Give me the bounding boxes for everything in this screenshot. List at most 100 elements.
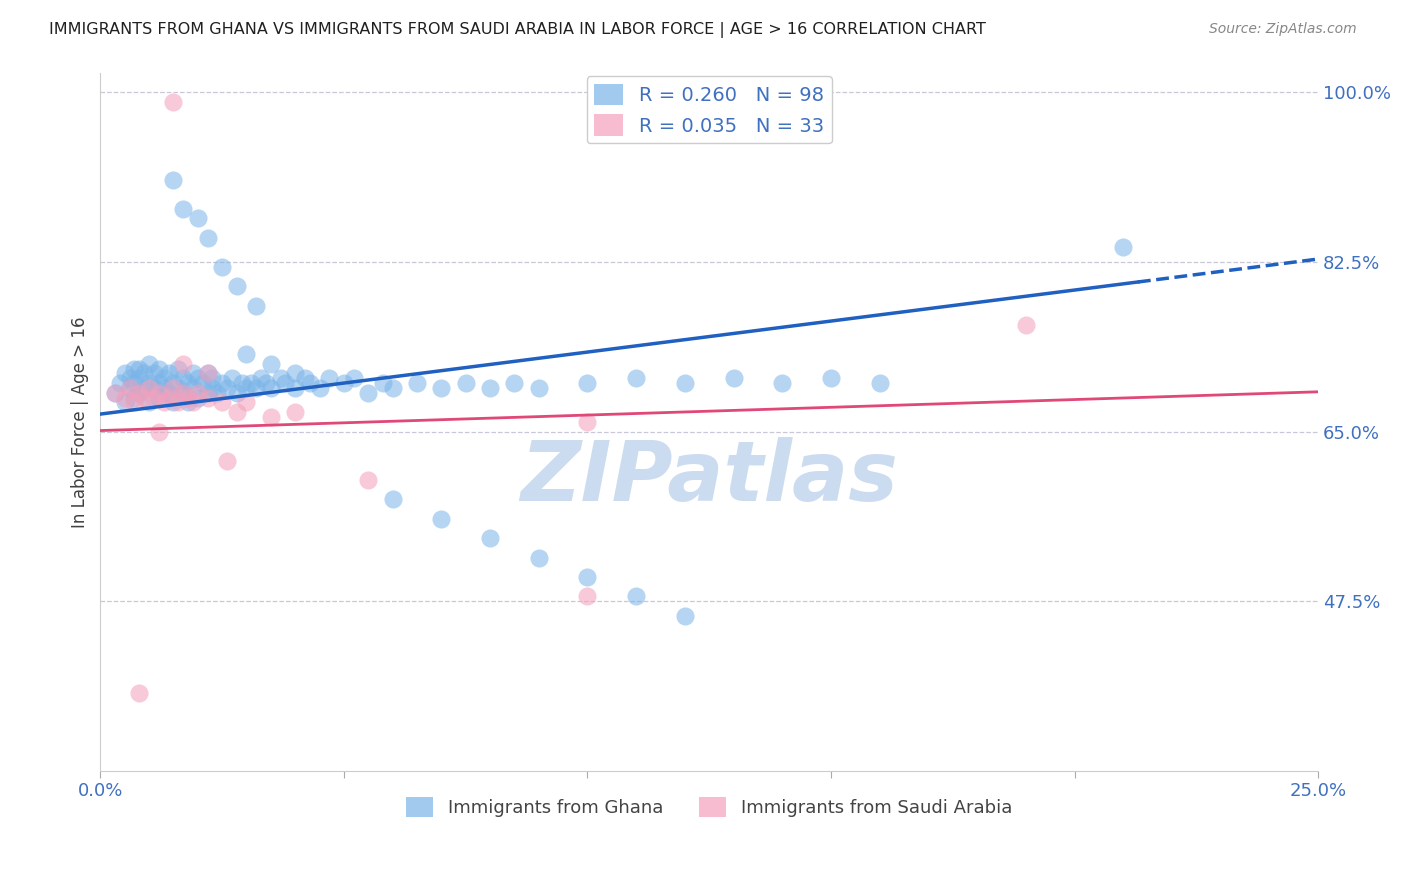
- Point: [225, 385, 247, 400]
- Point: [124, 395, 146, 409]
- Point: [162, 376, 184, 390]
- Point: [343, 371, 366, 385]
- Point: [118, 381, 141, 395]
- Point: [1015, 318, 1038, 332]
- Point: [527, 550, 550, 565]
- Point: [118, 381, 141, 395]
- Point: [134, 381, 156, 395]
- Point: [371, 376, 394, 390]
- Point: [124, 391, 146, 405]
- Point: [197, 385, 219, 400]
- Point: [187, 371, 209, 385]
- Point: [142, 381, 165, 395]
- Point: [430, 512, 453, 526]
- Point: [284, 367, 307, 381]
- Point: [172, 385, 194, 400]
- Point: [454, 376, 477, 390]
- Point: [245, 381, 267, 395]
- Point: [157, 391, 180, 405]
- Point: [221, 371, 243, 385]
- Legend: Immigrants from Ghana, Immigrants from Saudi Arabia: Immigrants from Ghana, Immigrants from S…: [399, 790, 1019, 824]
- Point: [250, 371, 273, 385]
- Point: [187, 211, 209, 226]
- Point: [260, 357, 283, 371]
- Point: [260, 409, 283, 424]
- Y-axis label: In Labor Force | Age > 16: In Labor Force | Age > 16: [72, 316, 89, 527]
- Point: [197, 367, 219, 381]
- Point: [162, 395, 184, 409]
- Point: [177, 376, 200, 390]
- Point: [381, 492, 404, 507]
- Point: [187, 391, 209, 405]
- Point: [308, 381, 330, 395]
- Point: [576, 570, 599, 584]
- Point: [298, 376, 321, 390]
- Point: [284, 405, 307, 419]
- Point: [124, 376, 146, 390]
- Point: [138, 381, 160, 395]
- Point: [118, 371, 141, 385]
- Point: [134, 391, 156, 405]
- Point: [172, 371, 194, 385]
- Point: [138, 395, 160, 409]
- Point: [128, 385, 150, 400]
- Point: [254, 376, 277, 390]
- Point: [172, 357, 194, 371]
- Point: [114, 395, 136, 409]
- Point: [167, 381, 190, 395]
- Point: [128, 371, 150, 385]
- Point: [134, 367, 156, 381]
- Point: [128, 686, 150, 700]
- Point: [357, 473, 380, 487]
- Point: [187, 385, 209, 400]
- Point: [157, 367, 180, 381]
- Point: [235, 395, 257, 409]
- Point: [148, 391, 170, 405]
- Point: [294, 371, 316, 385]
- Point: [576, 376, 599, 390]
- Point: [333, 376, 356, 390]
- Point: [104, 385, 127, 400]
- Point: [576, 589, 599, 603]
- Point: [235, 347, 257, 361]
- Point: [624, 589, 647, 603]
- Point: [231, 376, 253, 390]
- Point: [673, 608, 696, 623]
- Point: [167, 395, 190, 409]
- Point: [128, 385, 150, 400]
- Point: [225, 405, 247, 419]
- Point: [820, 371, 842, 385]
- Point: [197, 367, 219, 381]
- Point: [245, 299, 267, 313]
- Point: [181, 395, 204, 409]
- Text: Source: ZipAtlas.com: Source: ZipAtlas.com: [1209, 22, 1357, 37]
- Point: [142, 367, 165, 381]
- Point: [479, 381, 502, 395]
- Point: [152, 395, 174, 409]
- Point: [114, 367, 136, 381]
- Point: [235, 381, 257, 395]
- Point: [406, 376, 429, 390]
- Point: [673, 376, 696, 390]
- Point: [114, 391, 136, 405]
- Point: [181, 367, 204, 381]
- Point: [108, 376, 131, 390]
- Point: [211, 395, 233, 409]
- Point: [270, 371, 292, 385]
- Point: [624, 371, 647, 385]
- Point: [215, 453, 238, 467]
- Point: [152, 371, 174, 385]
- Point: [197, 391, 219, 405]
- Point: [869, 376, 891, 390]
- Point: [148, 425, 170, 439]
- Point: [723, 371, 745, 385]
- Point: [284, 381, 307, 395]
- Point: [770, 376, 793, 390]
- Point: [172, 202, 194, 216]
- Point: [260, 381, 283, 395]
- Point: [157, 385, 180, 400]
- Point: [318, 371, 340, 385]
- Point: [148, 385, 170, 400]
- Point: [527, 381, 550, 395]
- Point: [148, 376, 170, 390]
